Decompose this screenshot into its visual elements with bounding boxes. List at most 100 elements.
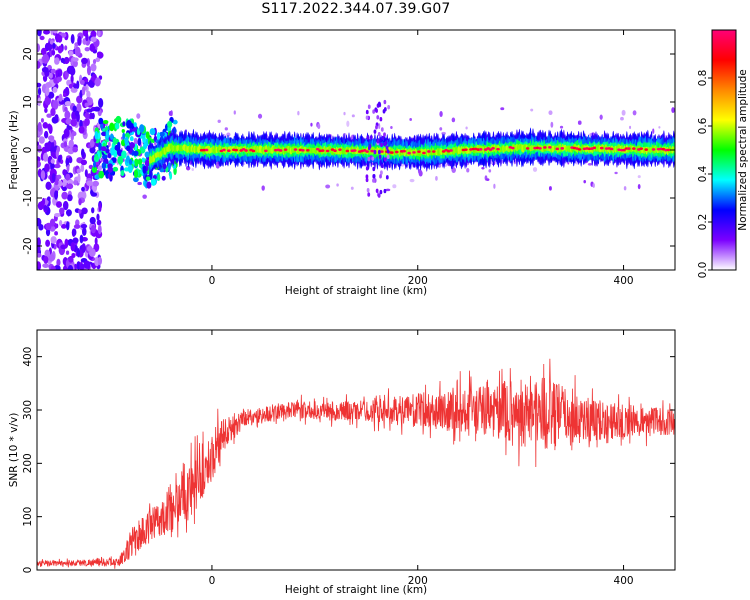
spectrogram-cell xyxy=(50,265,56,270)
spectrogram-cell xyxy=(73,224,81,229)
spectrogram-cell xyxy=(466,168,470,173)
spectrogram-cell xyxy=(83,78,89,83)
spectrogram-cell xyxy=(107,173,111,179)
y-tick-label: 100 xyxy=(22,507,34,527)
spectrogram-cell xyxy=(167,120,173,128)
spectrogram-cell xyxy=(128,158,133,165)
spectrogram-cell xyxy=(297,110,300,116)
spectrogram-cell xyxy=(70,118,77,127)
spectrogram-cell xyxy=(587,162,593,166)
spectrogram-cell xyxy=(372,109,376,114)
spectrogram-cell xyxy=(222,148,226,152)
colorbar-ticks: 0.0 0.2 0.4 0.6 0.8 xyxy=(697,70,712,278)
spectrogram-cell xyxy=(639,147,644,150)
spectrogram-cell xyxy=(375,188,379,193)
spectrogram-cell xyxy=(538,146,542,150)
spectrogram-cell xyxy=(56,76,62,83)
spectrogram-cell xyxy=(59,207,65,215)
spectrogram-cell xyxy=(68,156,73,164)
spectrogram-y-ticks: -20 -10 0 10 20 xyxy=(22,47,675,255)
spectrogram-cell xyxy=(379,117,383,122)
spectrogram-cell xyxy=(37,82,42,88)
spectrogram-cell xyxy=(73,263,77,270)
spectrogram-cell xyxy=(493,183,496,189)
spectrogram-cell xyxy=(71,131,77,137)
colorbar: 0.0 0.2 0.4 0.6 0.8 Normalized spectral ampl… xyxy=(697,29,749,278)
spectrogram-cell xyxy=(97,165,103,171)
page-title: S117.2022.344.07.39.G07 xyxy=(261,1,451,17)
spectrogram-cell xyxy=(77,209,82,214)
spectrogram-cell xyxy=(386,149,390,154)
snr-chart: 0 200 400 0 100 200 300 400 Height of straight… xyxy=(8,329,676,596)
spectrogram-cell xyxy=(77,35,82,46)
spectrogram-cell xyxy=(375,108,378,113)
spectrogram-cell xyxy=(376,139,380,144)
spectrogram-cell xyxy=(143,142,148,150)
spectrogram-cell xyxy=(100,157,103,163)
spectrogram-cell xyxy=(84,46,90,52)
spectrogram-cell xyxy=(52,86,58,93)
spectrogram-cell xyxy=(40,118,44,123)
colorbar-label: Normalized spectral amplitude xyxy=(737,69,749,230)
spectrogram-cell xyxy=(56,258,61,267)
spectrogram-cell xyxy=(37,160,42,168)
spectrogram-cell xyxy=(60,57,65,63)
spectrogram-cell xyxy=(109,133,114,140)
y-tick-label: 200 xyxy=(22,453,34,473)
spectrogram-cell xyxy=(76,247,81,258)
spectrogram-cell xyxy=(125,145,131,152)
spectrogram-cell xyxy=(68,257,74,263)
spectrogram-cell xyxy=(42,121,49,129)
spectrogram-cell xyxy=(251,149,256,153)
spectrogram-cell xyxy=(117,141,121,148)
spectrogram-cell xyxy=(283,148,288,151)
spectrogram-cell xyxy=(40,47,47,56)
spectrogram-cell xyxy=(530,108,534,112)
spectrogram-cell xyxy=(317,123,321,130)
spectrogram-cell xyxy=(65,157,70,166)
spectrogram-cell xyxy=(107,141,111,147)
spectrogram-cell xyxy=(402,149,406,153)
spectrogram-cell xyxy=(50,151,56,158)
spectrogram-cell xyxy=(62,200,69,211)
spectrogram-cell xyxy=(658,126,661,129)
spectrogram-cell xyxy=(159,131,165,137)
spectrogram-cell xyxy=(146,181,152,189)
spectrogram-cell xyxy=(107,152,112,159)
spectrogram-cell xyxy=(129,136,134,142)
spectrogram-cell xyxy=(64,45,68,51)
spectrogram-cell xyxy=(76,103,82,113)
spectrogram-cell xyxy=(64,238,69,249)
spectrogram-cell xyxy=(609,147,614,151)
spectrogram-cell xyxy=(441,131,446,135)
spectrogram-cell xyxy=(320,149,325,152)
spectrogram-cell xyxy=(37,244,41,254)
x-tick-label: 0 xyxy=(209,575,216,587)
spectrogram-cell xyxy=(80,223,88,229)
spectrogram-cell xyxy=(150,178,156,186)
spectrogram-cell xyxy=(84,102,89,108)
spectrogram-cell xyxy=(37,43,41,53)
spectrogram-cell xyxy=(45,86,50,96)
colorbar-tick-label: 0.8 xyxy=(697,70,709,87)
spectrogram-cell xyxy=(350,186,354,190)
spectrogram-cell xyxy=(102,119,109,125)
spectrogram-cell xyxy=(550,121,554,128)
spectrogram-cell xyxy=(72,57,79,62)
spectrogram-cell xyxy=(50,158,55,164)
spectrogram-cell xyxy=(488,169,492,173)
spectrogram-cell xyxy=(89,138,95,148)
spectrogram-cell xyxy=(496,147,500,151)
spectrogram-cell xyxy=(145,176,151,181)
spectrogram-cell xyxy=(44,163,50,172)
spectrogram-cell xyxy=(114,122,120,130)
spectrogram-cell xyxy=(385,145,389,150)
spectrogram-cell xyxy=(61,186,67,192)
spectrogram-cell xyxy=(85,33,89,42)
spectrogram-cell xyxy=(132,150,139,157)
spectrogram-cell xyxy=(500,107,505,111)
spectrogram-cell xyxy=(543,146,547,149)
spectrogram-cell xyxy=(142,194,147,199)
spectrogram-cell xyxy=(417,150,421,153)
spectrogram-cell xyxy=(69,66,76,76)
